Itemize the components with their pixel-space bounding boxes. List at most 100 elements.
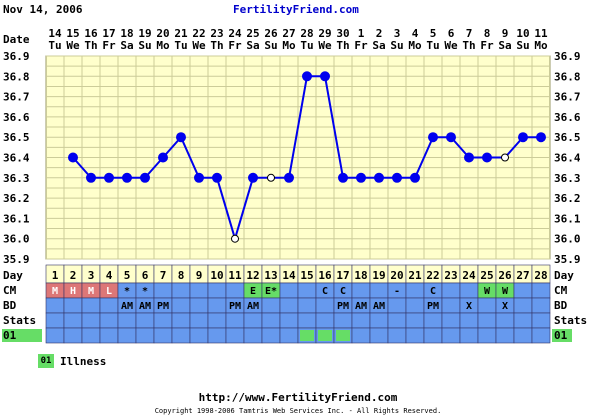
bd-value: AM (139, 301, 151, 312)
date-label: 1 (358, 27, 365, 40)
weekday-label: Mo (282, 39, 296, 52)
stats-cell (513, 327, 533, 344)
temperature-point (267, 173, 275, 182)
cm-value: - (394, 286, 400, 297)
date-label: 26 (264, 27, 278, 40)
temperature-point (212, 172, 222, 183)
blank-cell (225, 312, 245, 329)
stats-cell (63, 327, 83, 344)
temperature-point (86, 172, 96, 183)
weekday-label: Tu (426, 39, 439, 52)
legend-swatch: 01 (38, 354, 54, 368)
cm-cell (171, 282, 191, 299)
stats-cell (423, 327, 443, 344)
bd-cell (531, 297, 551, 314)
y-tick-right: 36.1 (554, 212, 581, 225)
y-tick-right: 36.8 (554, 70, 581, 83)
blank-cell (135, 312, 155, 329)
y-tick-right: 36.0 (554, 233, 581, 246)
temperature-point (518, 132, 528, 143)
weekday-label: Tu (300, 39, 313, 52)
weekday-label: Fr (480, 39, 494, 52)
day-value: 12 (246, 269, 259, 282)
weekday-label: Fr (354, 39, 368, 52)
day-value: 5 (124, 269, 131, 282)
bd-cell (279, 297, 299, 314)
footer-url[interactable]: http://www.FertilityFriend.com (198, 391, 398, 404)
bd-cell (189, 297, 209, 314)
cm-value: C (340, 286, 346, 297)
bd-row-label-left: BD (3, 299, 17, 312)
date-label: 20 (156, 27, 169, 40)
cm-cell (441, 282, 461, 299)
stats-marker (300, 330, 314, 341)
cm-cell (225, 282, 245, 299)
weekday-label: Su (264, 39, 277, 52)
cm-cell (189, 282, 209, 299)
day-value: 24 (462, 269, 476, 282)
cm-value: M (52, 286, 58, 297)
blank-cell (423, 312, 443, 329)
stats-cell (207, 327, 227, 344)
weekday-label: Fr (228, 39, 242, 52)
date-label: 25 (246, 27, 259, 40)
stats-cell (495, 327, 515, 344)
day-value: 13 (264, 269, 277, 282)
day-value: 10 (210, 269, 223, 282)
blank-cell (171, 312, 191, 329)
blank-cell (45, 312, 65, 329)
blank-cell (297, 312, 317, 329)
y-tick-right: 36.2 (554, 192, 581, 205)
temperature-point (338, 172, 348, 183)
blank-cell (279, 312, 299, 329)
stats-code-left (2, 329, 42, 342)
weekday-label: Su (390, 39, 403, 52)
temperature-point (446, 132, 456, 143)
y-tick-left: 35.9 (3, 253, 30, 266)
date-row-label: Date (3, 33, 30, 46)
day-value: 7 (160, 269, 167, 282)
bd-cell (81, 297, 101, 314)
date-label: 2 (376, 27, 383, 40)
bd-cell (99, 297, 119, 314)
bd-cell (45, 297, 65, 314)
date-label: 3 (394, 27, 401, 40)
weekday-label: We (66, 39, 80, 52)
cm-cell (297, 282, 317, 299)
weekday-label: Sa (498, 39, 511, 52)
stats-row-label-left: 01 (3, 329, 17, 342)
day-value: 27 (516, 269, 529, 282)
cm-value: C (430, 286, 436, 297)
date-label: 29 (318, 27, 331, 40)
blank-cell (243, 312, 263, 329)
bd-cell (477, 297, 497, 314)
y-tick-left: 36.4 (3, 152, 30, 165)
blank-cell (531, 312, 551, 329)
y-tick-left: 36.1 (3, 212, 30, 225)
cm-cell (531, 282, 551, 299)
blank-cell (63, 312, 83, 329)
weekday-label: Th (336, 39, 349, 52)
temperature-point (501, 153, 509, 162)
day-value: 28 (534, 269, 547, 282)
y-tick-right: 35.9 (554, 253, 581, 266)
y-tick-left: 36.6 (3, 111, 30, 124)
cm-value: L (106, 286, 112, 297)
bd-cell (207, 297, 227, 314)
blank-cell (189, 312, 209, 329)
cm-row-label-right: CM (554, 284, 568, 297)
bd-value: X (466, 301, 472, 312)
temperature-point (302, 71, 312, 82)
date-label: 9 (502, 27, 509, 40)
stats-cell (441, 327, 461, 344)
cm-cell (351, 282, 371, 299)
weekday-label: We (444, 39, 458, 52)
bd-value: AM (247, 301, 259, 312)
temperature-point (68, 152, 78, 163)
y-tick-right: 36.4 (554, 152, 581, 165)
day-value: 1 (52, 269, 59, 282)
temperature-point (374, 172, 384, 183)
bd-value: AM (121, 301, 133, 312)
day-value: 26 (498, 269, 512, 282)
y-tick-right: 36.6 (554, 111, 581, 124)
